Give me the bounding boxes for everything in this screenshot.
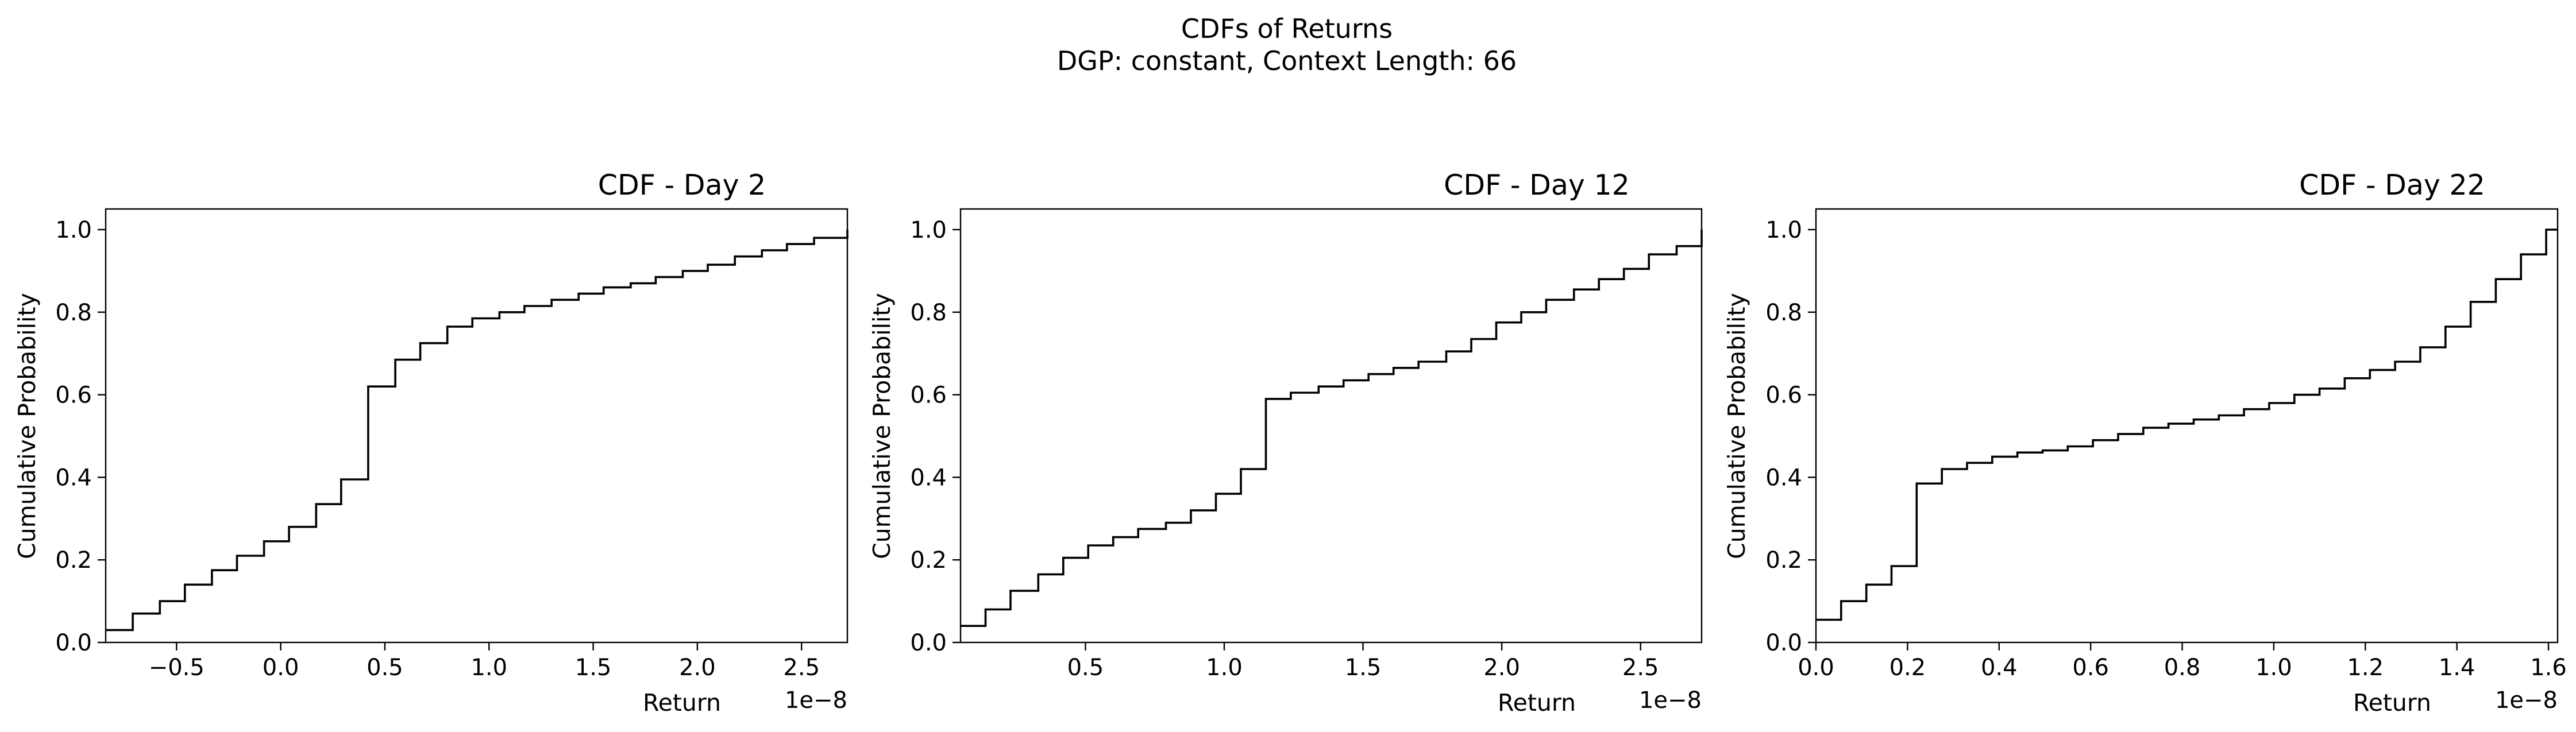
x-tick-label: 1.6 [2530,654,2567,681]
x-tick-label: 0.5 [367,654,403,681]
cdf-step-line [961,230,1703,627]
y-tick-label: 0.8 [910,300,947,326]
x-tick-label: 0.2 [1889,654,1926,681]
x-axis-label: Return [643,689,721,716]
y-tick-label: 0.4 [1765,464,1802,491]
y-tick-label: 0.0 [1765,630,1802,656]
cdf-step-line [106,230,849,632]
x-tick-label: 0.5 [1067,654,1104,681]
y-tick-label: 1.0 [910,217,947,243]
y-tick-label: 0.0 [55,630,92,656]
x-tick-label: 0.6 [2072,654,2109,681]
subplot-title: CDF - Day 22 [2299,169,2485,202]
x-tick-label: 2.0 [679,654,716,681]
y-tick-label: 0.6 [910,382,947,409]
axes-frame [959,208,1703,644]
y-tick-label: 1.0 [1765,217,1802,243]
x-tick-label: −0.5 [149,654,205,681]
x-axis-label: Return [2353,689,2431,716]
figure-title-line-2: DGP: constant, Context Length: 66 [1057,45,1517,76]
x-tick-label: 1.0 [471,654,507,681]
axes-frame [105,208,849,644]
y-axis-label: Cumulative Probability [868,293,896,559]
subplot-day-12: CDF - Day 12 Return Cumulative Probabili… [868,169,1703,716]
subplot-day-2: CDF - Day 2 Return Cumulative Probabilit… [13,169,849,716]
x-tick-label: 0.4 [1981,654,2018,681]
y-tick-label: 0.2 [1765,547,1802,574]
y-tick-label: 0.2 [910,547,947,574]
y-tick-label: 0.6 [55,382,92,409]
y-axis-label: Cumulative Probability [13,293,41,559]
figure-title-line-1: CDFs of Returns [1181,13,1393,44]
x-tick-label: 1.0 [1206,654,1243,681]
y-axis-label: Cumulative Probability [1723,293,1750,559]
y-tick-label: 0.4 [910,464,947,491]
x-axis-label: Return [1498,689,1576,716]
y-tick-label: 0.0 [910,630,947,656]
x-tick-label: 2.5 [1622,654,1659,681]
y-tick-label: 0.6 [1765,382,1802,409]
x-offset-label: 1e−8 [2495,687,2558,714]
x-tick-label: 0.0 [263,654,299,681]
x-tick-label: 2.0 [1483,654,1520,681]
subplot-day-22: CDF - Day 22 Return Cumulative Probabili… [1723,169,2567,716]
x-offset-label: 1e−8 [785,687,847,714]
y-tick-label: 0.4 [55,464,92,491]
x-tick-label: 2.5 [783,654,820,681]
subplot-title: CDF - Day 12 [1444,169,1630,202]
axes-frame [1815,208,2559,644]
x-tick-label: 1.2 [2347,654,2384,681]
y-tick-label: 1.0 [55,217,92,243]
y-tick-label: 0.8 [55,300,92,326]
y-tick-label: 0.8 [1765,300,1802,326]
x-tick-label: 1.0 [2255,654,2292,681]
x-tick-label: 1.5 [575,654,612,681]
x-tick-label: 1.5 [1345,654,1382,681]
x-tick-label: 0.0 [1798,654,1834,681]
x-tick-label: 1.4 [2439,654,2475,681]
cdf-step-line [1816,228,2558,621]
y-tick-label: 0.2 [55,547,92,574]
x-offset-label: 1e−8 [1639,687,1702,714]
subplot-title: CDF - Day 2 [598,169,766,202]
x-tick-label: 0.8 [2164,654,2201,681]
